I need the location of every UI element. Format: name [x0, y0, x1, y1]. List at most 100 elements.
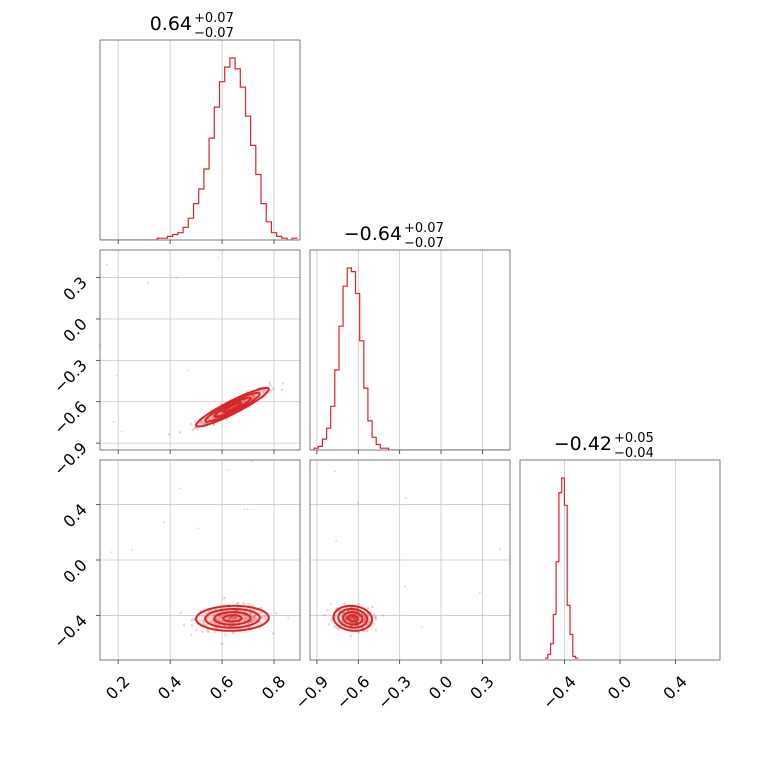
outlier-point	[147, 282, 150, 285]
scatter-point	[242, 400, 246, 404]
scatter-point	[349, 617, 353, 620]
scatter-point	[199, 420, 203, 424]
scatter-point	[344, 616, 348, 619]
scatter-point	[178, 431, 182, 434]
scatter-point	[201, 421, 205, 425]
scatter-point	[179, 611, 182, 615]
scatter-point	[268, 381, 271, 385]
y-tick-label: 0.4	[59, 500, 90, 531]
median-value: −0.64	[344, 223, 402, 245]
outlier-point	[112, 420, 115, 423]
scatter-point	[349, 616, 352, 620]
scatter-point	[243, 616, 246, 620]
scatter-point	[193, 426, 197, 429]
scatter-point	[333, 625, 336, 628]
scatter-point	[367, 618, 371, 621]
scatter-point	[220, 642, 224, 645]
contour-level-3	[204, 391, 261, 423]
histogram-p3	[545, 477, 579, 659]
scatter-point	[381, 614, 385, 617]
scatter-point	[255, 618, 259, 621]
outlier-point	[246, 508, 249, 511]
outlier-point	[243, 508, 246, 511]
scatter-point	[260, 616, 263, 620]
scatter-point	[232, 616, 235, 619]
scatter-point	[272, 387, 275, 390]
outlier-point	[251, 460, 254, 463]
contour-fill	[223, 402, 242, 413]
scatter-point	[189, 422, 193, 426]
scatter-point	[251, 394, 254, 398]
scatter-point	[326, 608, 329, 612]
contour-level-3	[337, 608, 369, 629]
scatter-point	[368, 620, 371, 624]
scatter-point	[251, 396, 254, 400]
scatter-point	[248, 612, 252, 615]
scatter-point	[248, 603, 251, 606]
scatter-point	[343, 602, 346, 606]
outlier-point	[226, 469, 229, 472]
scatter-point	[280, 388, 284, 392]
scatter-point	[200, 421, 203, 425]
scatter-point	[353, 616, 356, 619]
y-tick-label: −0.4	[50, 611, 91, 652]
scatter-point	[363, 618, 367, 622]
contour-level-1	[346, 614, 359, 623]
scatter-point	[251, 619, 255, 623]
scatter-point	[211, 620, 214, 623]
scatter-point	[209, 609, 213, 612]
scatter-point	[252, 615, 256, 619]
outlier-point	[178, 487, 181, 490]
scatter-point	[217, 615, 221, 619]
scatter-point	[231, 618, 235, 621]
scatter-point	[214, 626, 217, 630]
y-tick-label: 0.0	[59, 555, 90, 586]
scatter-point	[252, 394, 256, 398]
y-tick-label: −0.3	[50, 356, 91, 397]
scatter-point	[250, 620, 254, 624]
scatter-point	[212, 423, 215, 427]
outlier-point	[335, 540, 338, 543]
scatter-point	[217, 623, 221, 627]
scatter-point	[242, 399, 245, 403]
scatter-point	[225, 418, 229, 421]
scatter-point	[350, 615, 354, 619]
upper-error: +0.05	[614, 431, 654, 446]
x-tick-label: 0.6	[206, 672, 237, 703]
scatter-point	[253, 613, 257, 617]
scatter-panel-p1-p3: 0.2 0.4 0.6 0.8 −0.4 0.0 0.4	[50, 459, 301, 703]
scatter-point	[365, 629, 369, 632]
contour-fill	[205, 609, 260, 628]
scatter-point	[252, 608, 255, 612]
scatter-point	[196, 428, 200, 431]
scatter-point	[230, 616, 233, 619]
scatter-point	[220, 615, 224, 618]
hist-panel-p3: −0.4 0.0 0.4 −0.42 +0.05−0.04	[519, 431, 721, 713]
scatter-point	[215, 617, 218, 620]
contour-fill	[343, 612, 363, 625]
scatter-point	[357, 631, 360, 634]
contour-fill	[214, 397, 251, 417]
panel-frame	[99, 39, 301, 241]
outlier-point	[175, 276, 178, 279]
x-tick-label: −0.4	[539, 672, 580, 713]
outlier-point	[404, 585, 406, 588]
scatter-point	[263, 388, 266, 392]
panel-frame	[309, 459, 511, 661]
x-tick-label: −0.3	[374, 672, 415, 713]
scatter-point	[234, 616, 237, 619]
scatter-point	[374, 617, 378, 621]
outlier-point	[115, 374, 118, 377]
scatter-point	[229, 616, 232, 619]
scatter-point	[281, 382, 285, 385]
summary-title-p3: −0.42 +0.05−0.04	[554, 431, 654, 461]
scatter-point	[219, 402, 223, 406]
scatter-point	[349, 616, 353, 620]
x-tick-label: −0.6	[333, 672, 374, 713]
scatter-point	[262, 390, 265, 394]
panel-frame	[309, 249, 511, 451]
scatter-point	[230, 617, 234, 620]
scatter-point	[275, 612, 278, 615]
scatter-point	[259, 611, 263, 614]
outlier-point	[197, 527, 200, 530]
